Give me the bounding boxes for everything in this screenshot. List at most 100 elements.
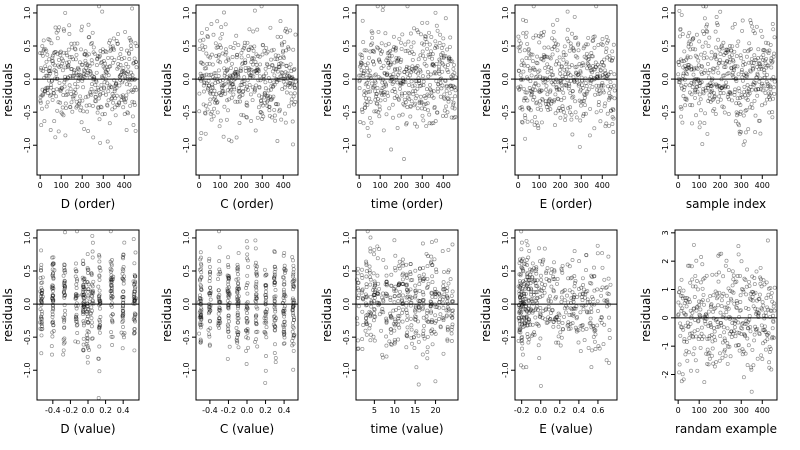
point	[433, 119, 438, 124]
point	[385, 56, 390, 61]
point	[519, 247, 524, 252]
point	[280, 50, 285, 55]
point	[760, 34, 765, 39]
point	[360, 337, 365, 342]
point	[41, 38, 46, 43]
point	[39, 93, 44, 98]
point	[106, 89, 111, 94]
point	[693, 95, 697, 100]
point	[441, 301, 445, 306]
point	[355, 271, 360, 276]
point	[231, 92, 236, 97]
point	[127, 51, 132, 56]
point	[59, 64, 64, 69]
point	[681, 377, 686, 382]
point	[699, 52, 704, 57]
point	[565, 9, 570, 14]
point	[367, 96, 372, 101]
point	[449, 339, 454, 343]
point	[239, 69, 243, 73]
point	[67, 59, 71, 64]
point	[393, 46, 398, 51]
point	[605, 304, 610, 309]
point	[94, 70, 99, 75]
point	[113, 82, 118, 87]
point	[735, 64, 740, 69]
point	[245, 252, 250, 257]
point	[717, 94, 721, 99]
point	[754, 24, 759, 29]
point	[290, 338, 295, 343]
point	[79, 105, 84, 110]
point	[410, 84, 415, 89]
point	[742, 48, 747, 53]
point	[129, 39, 134, 44]
point	[237, 88, 242, 93]
point	[576, 48, 581, 53]
point	[63, 230, 67, 235]
point	[65, 89, 70, 94]
point	[217, 259, 222, 264]
point	[400, 257, 405, 262]
point	[213, 81, 218, 85]
point	[407, 83, 411, 87]
point	[44, 104, 49, 109]
point	[113, 96, 118, 101]
point	[578, 118, 583, 123]
point	[382, 70, 387, 75]
point	[264, 45, 269, 50]
point	[413, 65, 418, 70]
point	[687, 30, 692, 35]
point	[246, 47, 251, 52]
point	[539, 278, 544, 282]
point	[266, 88, 271, 93]
point	[745, 363, 750, 368]
point	[113, 83, 118, 88]
point	[278, 74, 283, 79]
point	[538, 103, 543, 108]
point	[386, 60, 391, 65]
point	[562, 110, 566, 115]
point	[680, 32, 685, 37]
point	[393, 90, 398, 94]
point	[264, 354, 268, 358]
point	[588, 81, 593, 86]
point	[396, 96, 401, 101]
point	[255, 66, 260, 71]
point	[517, 49, 522, 54]
point	[697, 101, 701, 106]
point	[690, 85, 695, 90]
point	[521, 61, 526, 66]
point	[561, 90, 566, 95]
point	[47, 69, 52, 74]
point	[372, 73, 377, 78]
point	[133, 41, 138, 46]
point	[259, 101, 264, 106]
point	[48, 128, 53, 132]
point	[234, 326, 239, 330]
point	[363, 62, 368, 67]
x-axis-label: E (value)	[539, 422, 593, 436]
point	[557, 55, 562, 60]
point	[414, 365, 419, 370]
point	[62, 80, 67, 85]
point	[207, 90, 212, 95]
point	[368, 49, 373, 54]
point	[48, 93, 52, 98]
point	[238, 82, 243, 87]
point	[721, 325, 726, 330]
point	[231, 46, 236, 51]
point	[444, 289, 449, 294]
point	[44, 48, 49, 53]
point	[759, 103, 764, 108]
point	[361, 71, 366, 76]
point	[285, 73, 290, 78]
point	[413, 96, 418, 101]
point	[373, 80, 378, 85]
point	[221, 89, 226, 94]
point	[118, 77, 123, 82]
point	[257, 74, 262, 79]
point	[424, 314, 429, 319]
point	[224, 59, 229, 64]
point	[106, 85, 111, 90]
